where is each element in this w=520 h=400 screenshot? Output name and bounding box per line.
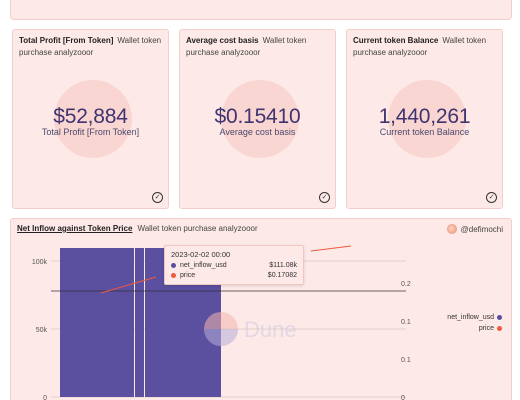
series-color-dot	[171, 272, 176, 278]
dune-watermark: Dune	[204, 312, 297, 346]
avatar	[446, 224, 457, 234]
card-header: Total Profit [From Token] Wallet token pu…	[19, 35, 162, 58]
top-panel	[10, 0, 512, 20]
right-tick-label: 0	[401, 395, 405, 400]
left-tick-label: 50k	[36, 327, 48, 334]
card-subtitle[interactable]: Wallet token purchase analyzooor	[353, 36, 487, 57]
legend-label: price	[478, 325, 494, 332]
tooltip-label: net_inflow_usd	[180, 262, 227, 269]
right-tick-label: 0.1	[401, 357, 411, 364]
card-decoration	[221, 80, 299, 158]
total-profit-card: Total Profit [From Token] Wallet token pu…	[12, 29, 169, 209]
net-inflow-chart-card: Net Inflow against Token Price Wallet tok…	[10, 218, 512, 400]
tooltip-row-net-inflow: net_inflow_usd $111.08k	[171, 262, 297, 271]
tooltip-date: 2023-02-02 00:00	[171, 250, 231, 259]
card-subtitle[interactable]: Wallet token purchase analyzooor	[186, 36, 307, 57]
watermark-text: Dune	[244, 317, 297, 342]
card-title[interactable]: Average cost basis	[186, 36, 259, 45]
bar	[135, 248, 144, 397]
left-axis: 100k 50k 0	[32, 259, 48, 400]
counter-value: 1,440,261	[378, 105, 471, 128]
check-circle-icon: ✓	[319, 192, 330, 203]
card-subtitle[interactable]: Wallet token purchase analyzooor	[19, 36, 162, 57]
legend-item-net-inflow[interactable]: net_inflow_usd	[447, 312, 502, 323]
chart-header: Net Inflow against Token Price Wallet tok…	[17, 224, 258, 233]
legend-dot	[497, 325, 502, 331]
legend-item-price[interactable]: price	[447, 323, 502, 334]
card-header: Average cost basis Wallet token purchase …	[186, 35, 329, 58]
counter-label: Average cost basis	[219, 127, 296, 137]
tooltip-value: $0.17082	[267, 272, 297, 279]
card-decoration	[54, 80, 132, 158]
tooltip-value: $111.08k	[269, 262, 297, 269]
series-color-dot	[171, 262, 176, 268]
bar	[60, 248, 134, 397]
price-line	[100, 276, 157, 294]
author-link[interactable]: @defimochi	[446, 224, 503, 234]
left-tick-label: 100k	[32, 259, 48, 266]
chart-tooltip: 2023-02-02 00:00 net_inflow_usd $111.08k…	[164, 245, 304, 285]
tooltip-label: price	[180, 272, 196, 279]
chart-title[interactable]: Net Inflow against Token Price	[17, 224, 133, 233]
counter-value: $0.15410	[214, 105, 301, 128]
card-decoration	[388, 80, 466, 158]
check-circle-icon: ✓	[152, 192, 163, 203]
current-token-balance-card: Current token Balance Wallet token purcha…	[346, 29, 503, 209]
average-cost-basis-card: Average cost basis Wallet token purchase …	[179, 29, 336, 209]
chart-subtitle[interactable]: Wallet token purchase analyzooor	[137, 224, 258, 233]
legend-label: net_inflow_usd	[447, 314, 494, 321]
card-header: Current token Balance Wallet token purcha…	[353, 35, 496, 58]
legend-dot	[497, 314, 502, 320]
counter-value: $52,884	[53, 105, 128, 128]
counter-label: Current token Balance	[379, 127, 470, 137]
right-tick-label: 0.1	[401, 319, 411, 326]
check-circle-icon: ✓	[486, 192, 497, 203]
chart-legend: net_inflow_usd price	[447, 312, 502, 334]
card-title[interactable]: Current token Balance	[353, 36, 439, 45]
right-tick-label: 0.2	[401, 281, 411, 288]
author-name: @defimochi	[460, 224, 503, 234]
price-line-segment	[310, 245, 352, 252]
right-axis: 0.2 0.1 0.1 0	[401, 281, 411, 400]
counter-label: Total Profit [From Token]	[41, 127, 140, 137]
tooltip-row-price: price $0.17082	[171, 272, 297, 281]
left-tick-label: 0	[43, 395, 47, 400]
card-title[interactable]: Total Profit [From Token]	[19, 36, 114, 45]
